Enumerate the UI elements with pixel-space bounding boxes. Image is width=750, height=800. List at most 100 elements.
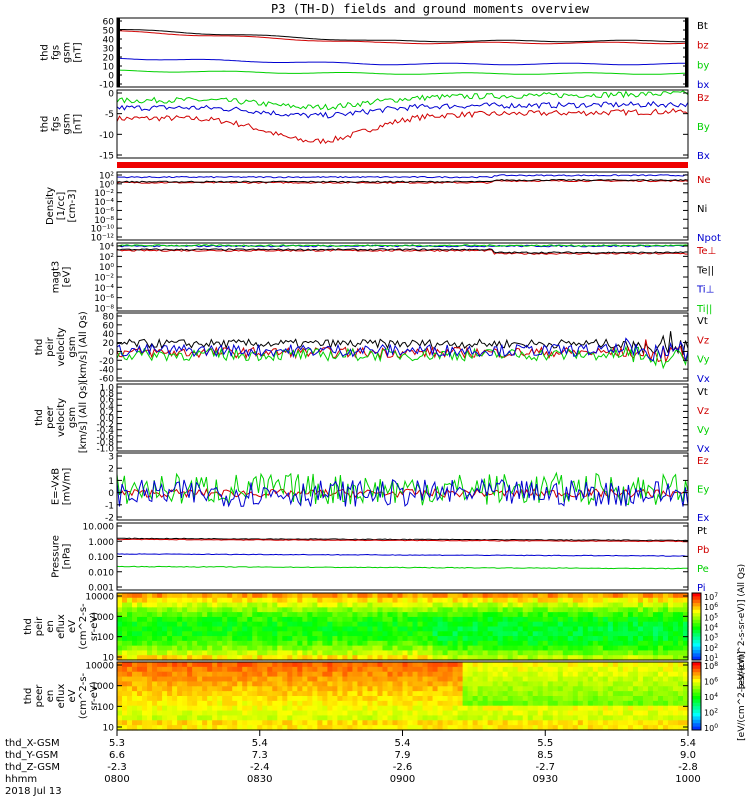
heatmap-cell xyxy=(577,710,584,717)
heatmap-cell xyxy=(577,612,584,618)
heatmap-cell xyxy=(477,725,484,731)
heatmap-cell xyxy=(412,612,419,618)
heatmap-cell xyxy=(667,636,674,642)
heatmap-cell xyxy=(382,662,389,668)
heatmap-cell xyxy=(672,715,679,721)
heatmap-cell xyxy=(352,636,359,642)
heatmap-cell xyxy=(502,597,509,604)
heatmap-cell xyxy=(472,621,479,628)
heatmap-cell xyxy=(262,681,268,687)
heatmap-cell xyxy=(682,696,689,702)
heatmap-cell xyxy=(287,593,293,599)
heatmap-cell xyxy=(642,662,649,668)
heatmap-cell xyxy=(617,597,624,604)
x-axis: 5.36.6-2.308005.47.3-2.408305.47.9-2.609… xyxy=(5,730,701,797)
heatmap-cell xyxy=(232,725,238,731)
heatmap-cell xyxy=(187,616,193,623)
heatmap-cell xyxy=(122,666,128,673)
heatmap-cell xyxy=(127,640,133,647)
heatmap-cell xyxy=(672,645,679,652)
heatmap-cell xyxy=(647,691,654,697)
heatmap-cell xyxy=(202,725,208,731)
heatmap-cell xyxy=(607,676,614,683)
heatmap-cell xyxy=(312,655,318,661)
heatmap-cell xyxy=(667,710,674,717)
heatmap-cell xyxy=(522,705,529,712)
heatmap-cell xyxy=(347,666,354,673)
heatmap-cell xyxy=(222,662,228,668)
heatmap-cell xyxy=(222,626,228,632)
heatmap-cell xyxy=(542,671,549,678)
heatmap-cell xyxy=(567,681,574,687)
heatmap-cell xyxy=(597,597,604,604)
heatmap-cell xyxy=(117,700,123,707)
heatmap-cell xyxy=(162,612,168,618)
heatmap-cell xyxy=(332,700,338,707)
heatmap-cell xyxy=(142,676,148,683)
heatmap-cell xyxy=(522,700,529,707)
heatmap-cell xyxy=(187,705,193,712)
heatmap-cell xyxy=(287,696,293,702)
heatmap-cell xyxy=(187,662,193,668)
heatmap-cell xyxy=(617,676,624,683)
heatmap-cell xyxy=(137,691,143,697)
heatmap-cell xyxy=(487,612,494,618)
y-tick-label: 0 xyxy=(108,72,114,82)
heatmap-cell xyxy=(242,662,248,668)
heatmap-cell xyxy=(292,725,298,731)
heatmap-cell xyxy=(272,645,278,652)
heatmap-cell xyxy=(652,686,659,692)
heatmap-cell xyxy=(317,636,323,642)
heatmap-cell xyxy=(467,593,474,599)
heatmap-cell xyxy=(482,676,489,683)
heatmap-cell xyxy=(462,645,469,652)
heatmap-cell xyxy=(412,696,419,702)
heatmap-cell xyxy=(137,650,143,656)
heatmap-cell xyxy=(172,662,178,668)
heatmap-cell xyxy=(462,621,469,628)
heatmap-cell xyxy=(587,715,594,721)
heatmap-cell xyxy=(282,725,288,731)
heatmap-cell xyxy=(577,705,584,712)
heatmap-cell xyxy=(202,715,208,721)
heatmap-cell xyxy=(122,710,128,717)
heatmap-cell xyxy=(677,700,684,707)
heatmap-cell xyxy=(582,662,589,668)
heatmap-cell xyxy=(447,710,454,717)
heatmap-cell xyxy=(667,616,674,623)
heatmap-cell xyxy=(662,681,669,687)
heatmap-cell xyxy=(447,696,454,702)
heatmap-cell xyxy=(602,700,609,707)
heatmap-cell xyxy=(632,696,639,702)
heatmap-cell xyxy=(387,655,394,661)
heatmap-cell xyxy=(387,676,394,683)
heatmap-cell xyxy=(347,607,354,613)
heatmap-cell xyxy=(662,720,669,726)
heatmap-cell xyxy=(652,597,659,604)
heatmap-cell xyxy=(382,631,389,637)
heatmap-cell xyxy=(607,710,614,717)
heatmap-cell xyxy=(447,602,454,608)
heatmap-cell xyxy=(247,710,253,717)
heatmap-cell xyxy=(652,621,659,628)
heatmap-cell xyxy=(347,626,354,632)
heatmap-cell xyxy=(452,686,459,692)
heatmap-cell xyxy=(412,607,419,613)
heatmap-cell xyxy=(317,612,323,618)
heatmap-cell xyxy=(617,602,624,608)
heatmap-cell xyxy=(182,715,188,721)
legend-entry: Bz xyxy=(697,93,709,104)
heatmap-cell xyxy=(202,686,208,692)
heatmap-cell xyxy=(597,645,604,652)
heatmap-cell xyxy=(307,631,313,637)
heatmap-cell xyxy=(442,696,449,702)
heatmap-cell xyxy=(617,621,624,628)
heatmap-cell xyxy=(172,645,178,652)
heatmap-cell xyxy=(162,705,168,712)
heatmap-cell xyxy=(337,593,343,599)
heatmap-cell xyxy=(467,715,474,721)
heatmap-cell xyxy=(312,640,318,647)
heatmap-cell xyxy=(242,593,248,599)
heatmap-cell xyxy=(317,607,323,613)
heatmap-cell xyxy=(622,662,629,668)
